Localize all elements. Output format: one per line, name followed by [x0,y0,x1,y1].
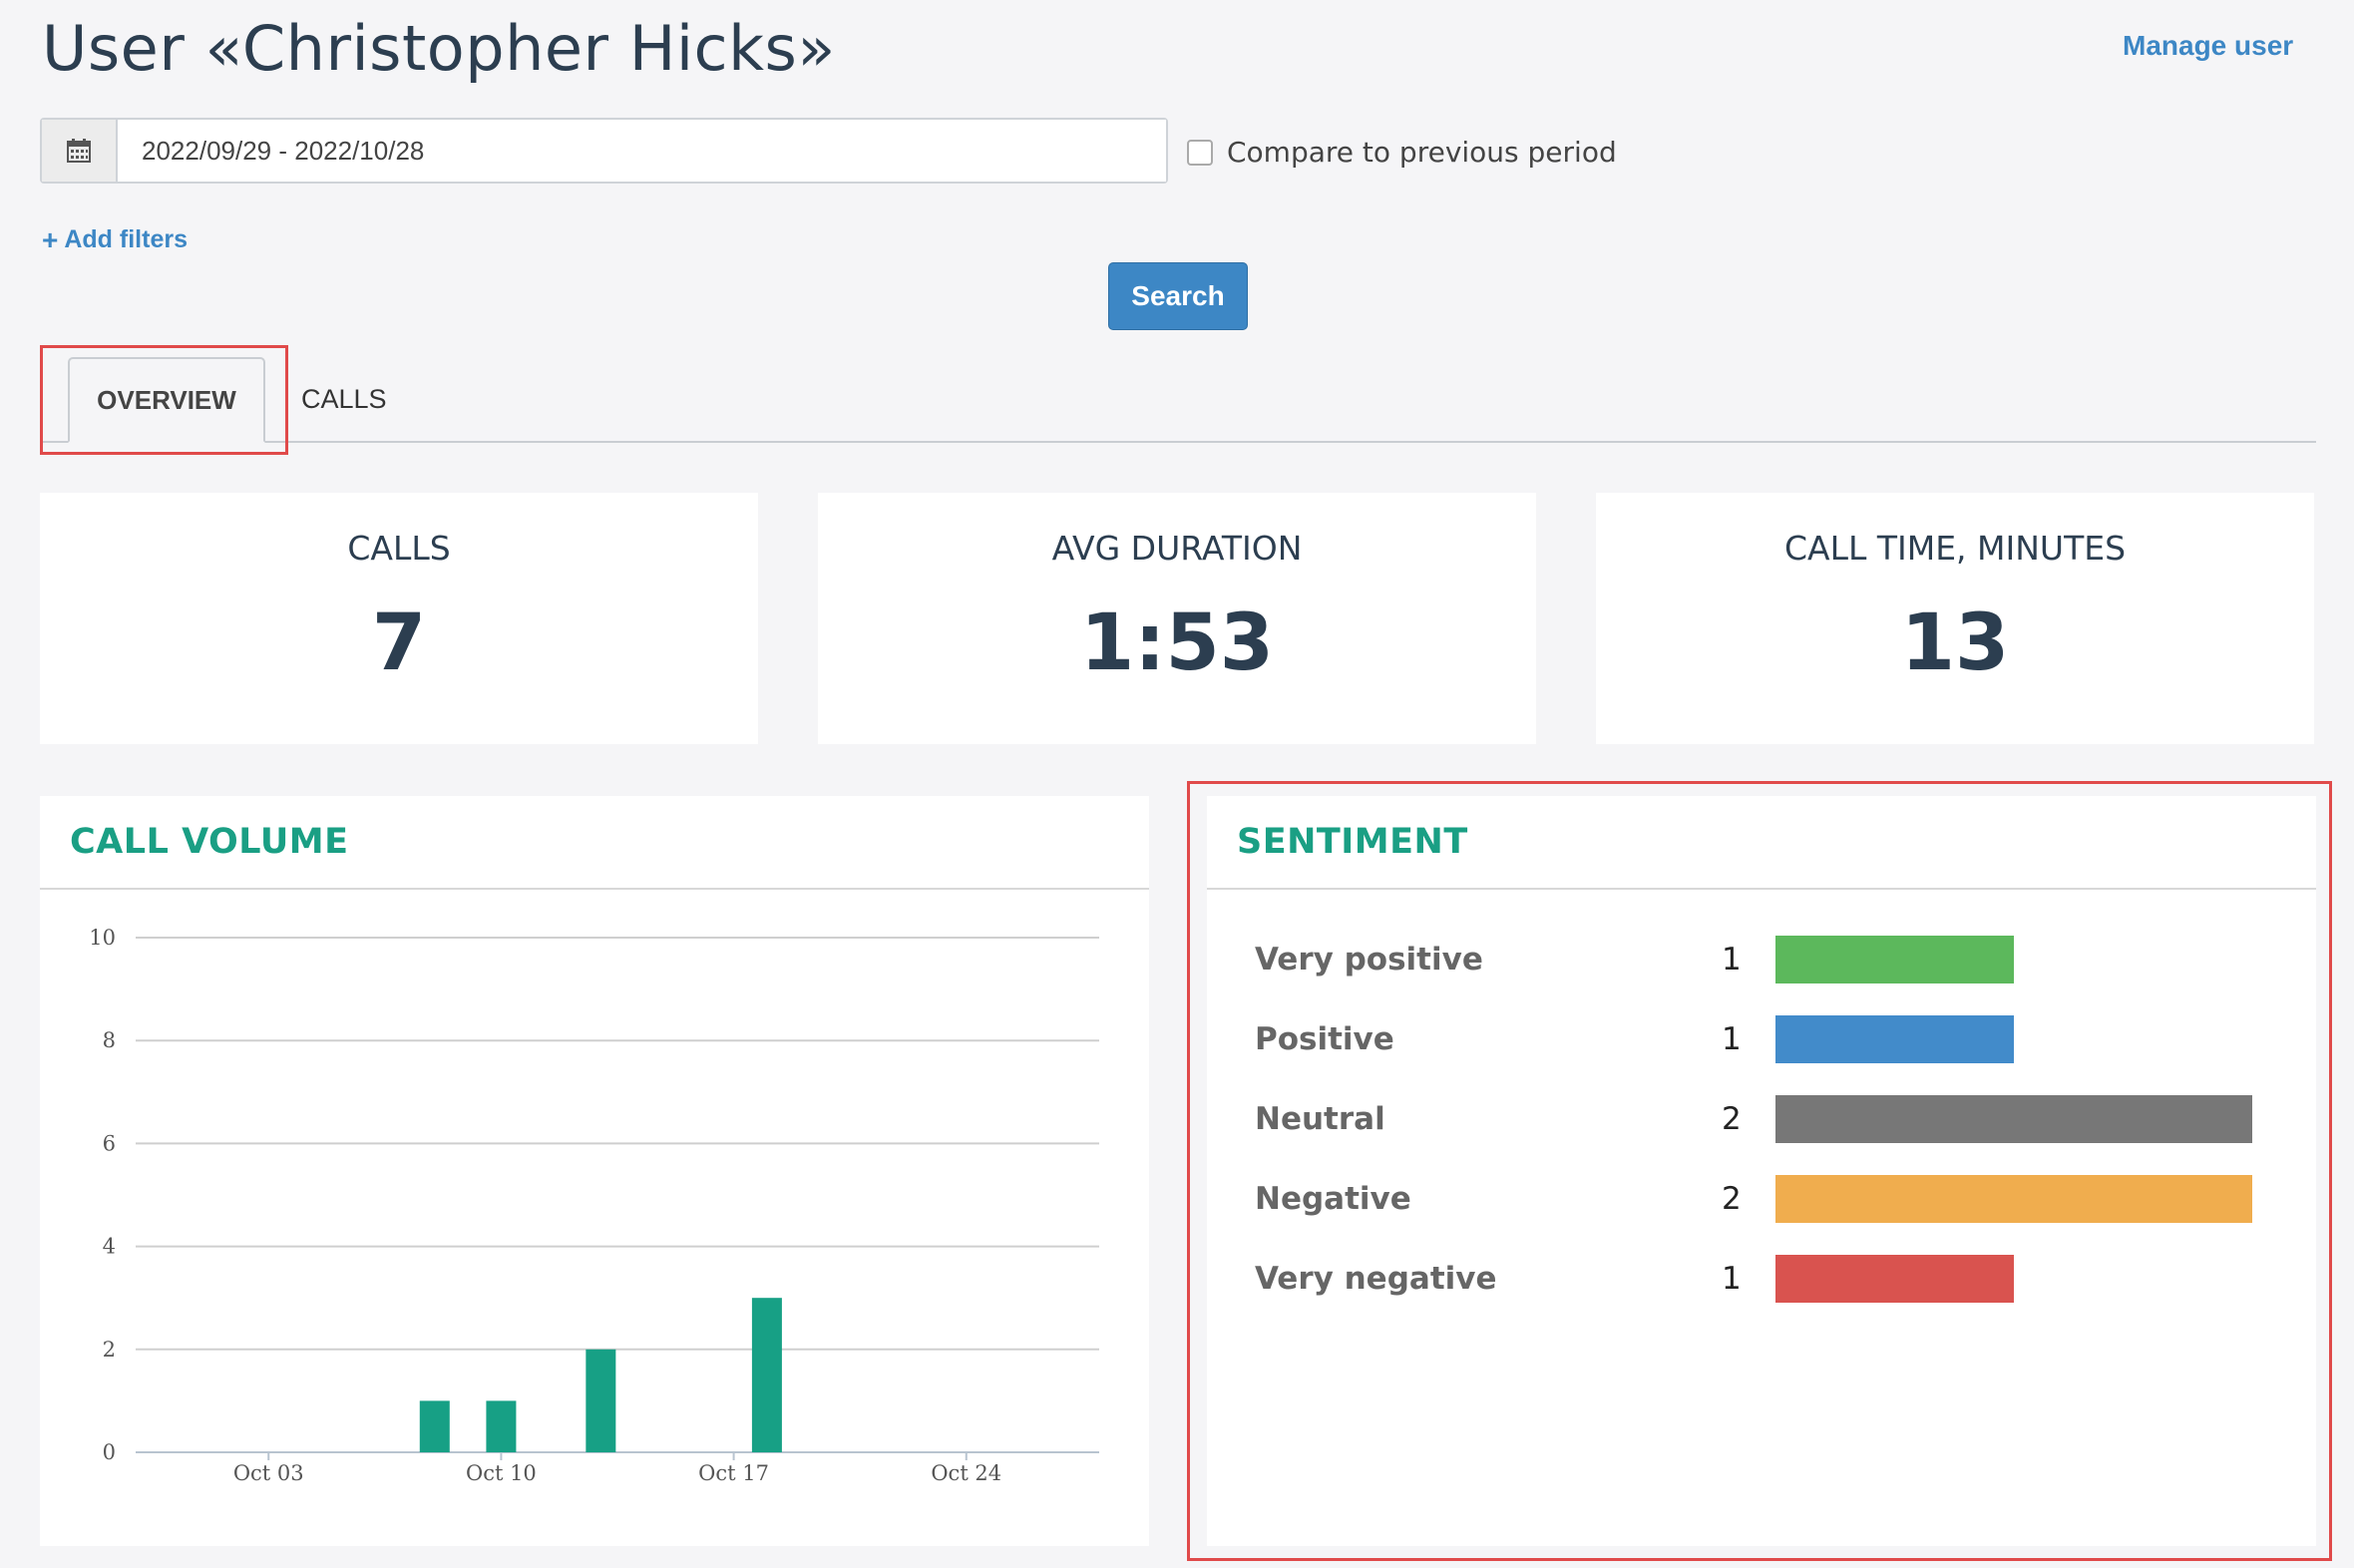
stat-card-calls: CALLS 7 [40,493,758,744]
compare-checkbox[interactable] [1187,139,1213,166]
sentiment-bar [1775,1255,2014,1303]
stat-card-call-time: CALL TIME, MINUTES 13 [1596,493,2314,744]
date-range-picker[interactable] [40,118,1168,184]
search-button[interactable]: Search [1108,262,1248,330]
volume-bar [419,1400,450,1452]
add-filters-link[interactable]: + Add filters [42,225,188,254]
stat-label: AVG DURATION [1051,529,1303,568]
y-tick-label: 10 [89,926,116,950]
volume-bar [751,1298,782,1452]
sentiment-row: Positive 1 [1207,1015,2316,1065]
stat-value: 7 [371,598,427,688]
tab-calls[interactable]: CALLS [301,384,387,414]
call-volume-title: CALL VOLUME [70,822,349,862]
x-tick-label: Oct 17 [698,1461,769,1485]
sentiment-label: Very positive [1255,942,1483,978]
sentiment-count: 2 [1722,1181,1742,1217]
tabs-divider [42,441,2316,443]
call-volume-chart: 0 2 4 6 8 10 Oct 03 Oct 10 Oct 17 Oct 24 [89,926,1099,1485]
sentiment-bar [1775,1095,2252,1143]
y-tick-label: 4 [103,1235,116,1259]
panel-divider [1207,888,2316,890]
y-tick-label: 8 [103,1028,116,1052]
y-tick-label: 2 [103,1338,116,1362]
volume-bar [586,1349,616,1452]
sentiment-title: SENTIMENT [1237,822,1468,862]
overview-tab-highlight [40,345,288,455]
y-tick-label: 0 [103,1440,116,1464]
stat-value: 13 [1900,598,2010,688]
sentiment-bar [1775,1015,2014,1063]
date-range-input[interactable] [118,120,1166,182]
sentiment-label: Positive [1255,1021,1394,1057]
sentiment-row: Neutral 2 [1207,1095,2316,1145]
sentiment-row: Very positive 1 [1207,936,2316,985]
y-tick-label: 6 [103,1131,116,1155]
calendar-icon[interactable] [42,120,118,182]
sentiment-bar [1775,936,2014,983]
compare-previous-period[interactable]: Compare to previous period [1187,136,1617,169]
sentiment-row: Very negative 1 [1207,1255,2316,1305]
sentiment-count: 2 [1722,1101,1742,1137]
sentiment-panel-highlight [1187,781,2332,1561]
plus-icon: + [42,223,59,255]
sentiment-count: 1 [1722,1261,1742,1297]
sentiment-panel: SENTIMENT Very positive 1 Positive 1 Neutral… [1207,796,2316,1546]
page-title: User «Christopher Hicks» [42,12,836,85]
volume-bar [486,1400,517,1452]
sentiment-label: Very negative [1255,1261,1497,1297]
add-filters-label: Add filters [64,225,188,253]
x-tick-label: Oct 03 [233,1461,304,1485]
sentiment-count: 1 [1722,942,1742,978]
sentiment-label: Negative [1255,1181,1411,1217]
panel-divider [40,888,1149,890]
stat-card-avg-duration: AVG DURATION 1:53 [818,493,1536,744]
x-tick-label: Oct 24 [931,1461,1001,1485]
tab-overview[interactable]: OVERVIEW [68,357,265,443]
stat-label: CALLS [347,529,451,568]
sentiment-row: Negative 2 [1207,1175,2316,1225]
stat-value: 1:53 [1079,598,1274,688]
stat-label: CALL TIME, MINUTES [1783,529,2127,568]
compare-label: Compare to previous period [1227,136,1617,169]
manage-user-link[interactable]: Manage user [2123,30,2294,61]
x-tick-label: Oct 10 [466,1461,537,1485]
sentiment-bar [1775,1175,2252,1223]
sentiment-count: 1 [1722,1021,1742,1057]
call-volume-panel: CALL VOLUME 0 2 4 6 8 10 Oct 03 Oct 10 Oct 17 Oct… [40,796,1149,1546]
sentiment-label: Neutral [1255,1101,1385,1137]
